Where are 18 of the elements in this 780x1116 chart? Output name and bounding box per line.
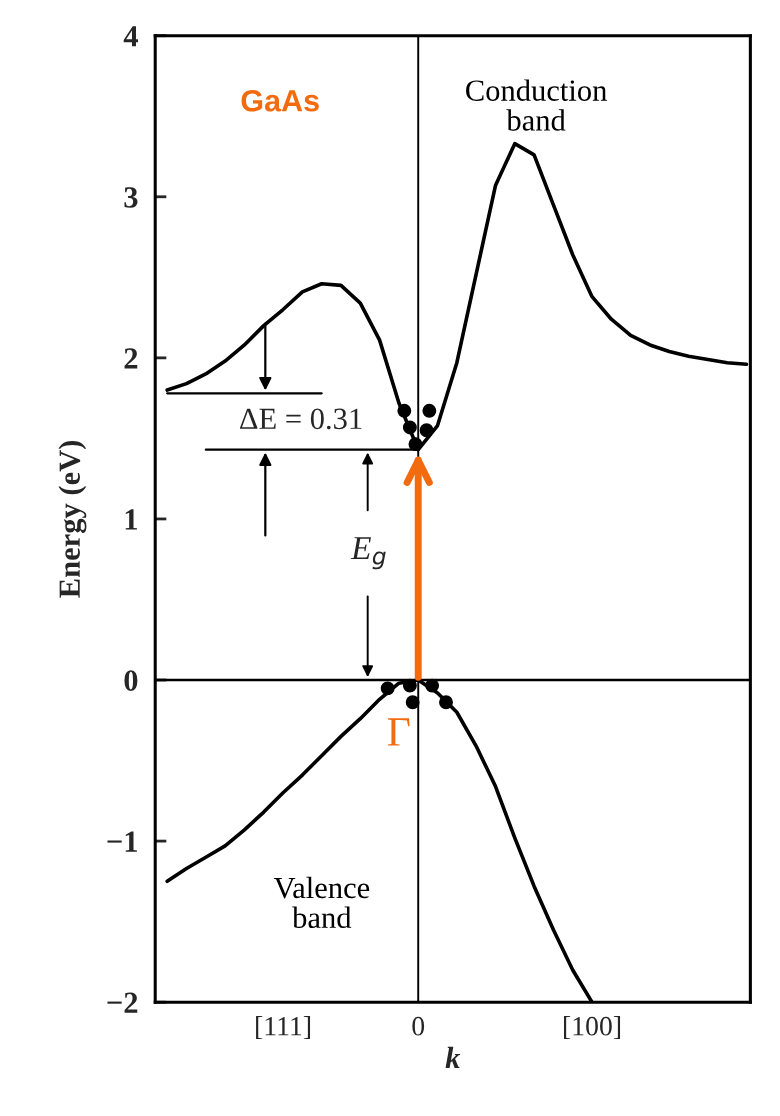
x-axis-title: k — [445, 1046, 461, 1069]
annotation: Conduction band — [466, 79, 607, 131]
x-tick-label: [100] — [564, 1016, 621, 1040]
annotation: Valence band — [273, 876, 370, 929]
y-tick-label: 1 — [125, 509, 137, 530]
y-tick-label: 3 — [124, 187, 138, 208]
y-tick-label: 2 — [124, 348, 138, 369]
y-axis-title: Energy (eV) — [58, 440, 87, 598]
x-tick-label: 0 — [412, 1016, 425, 1036]
annotation: ΔE = 0.31 — [240, 408, 362, 430]
x-tick-label: [111] — [256, 1016, 311, 1040]
annotation: GaAs — [241, 89, 319, 112]
y-tick-label: 0 — [124, 670, 138, 691]
y-tick-label: 4 — [123, 26, 138, 47]
annotation: Γ — [387, 718, 410, 746]
y-tick-label: −2 — [107, 992, 138, 1013]
annotation: E$_{g}$ — [350, 537, 386, 570]
y-tick-label: −1 — [107, 831, 137, 852]
